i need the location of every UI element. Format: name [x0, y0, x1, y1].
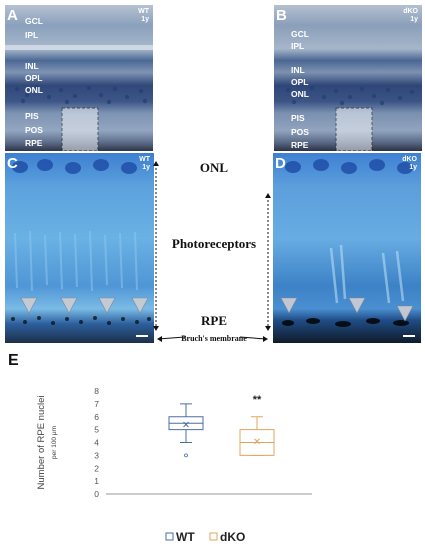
panel-a-image	[5, 5, 153, 151]
panel-b-layer-gcl: GCL	[291, 29, 309, 39]
y-axis-label: Number of RPE nuclei	[36, 396, 47, 490]
outlier-point	[184, 453, 188, 458]
bruchs-membrane-label: Bruch's membrane	[181, 334, 247, 343]
legend-label: WT	[176, 530, 195, 544]
panel-a-layer-opl: OPL	[25, 73, 43, 83]
panel-a-age: 1y	[141, 16, 149, 23]
panel-a-layer-inl: INL	[25, 61, 39, 71]
photoreceptors-label: Photoreceptors	[171, 236, 257, 251]
y-axis-unit: per 100 μm	[51, 426, 58, 459]
panel-b-layer-onl: ONL	[291, 89, 309, 99]
y-tick-label: 2	[94, 463, 99, 473]
panel-a-group: WT	[138, 8, 149, 15]
panel-d-arrowheads	[280, 297, 414, 322]
significance-marker: **	[253, 394, 262, 406]
panel-b-layer-pis: PIS	[291, 113, 305, 123]
onl-label: ONL	[199, 160, 229, 175]
panel-a-layer-pis: PIS	[25, 111, 39, 121]
panel-a-tag: WT 1y	[138, 8, 149, 24]
panel-a-letter: A	[7, 7, 18, 24]
panel-a-layer-onl: ONL	[25, 85, 43, 95]
y-tick-label: 5	[94, 425, 99, 435]
rpe-nuclei-boxplot: 0 1 2 3 4 5 6 7 8 Number of RPE nuclei per 100 μm *…	[36, 386, 312, 544]
panel-b-micrograph: B dKO 1y GCL IPL INL OPL ONL PIS POS RPE	[274, 5, 422, 151]
legend-swatch	[165, 532, 174, 541]
panel-b-age: 1y	[410, 16, 418, 23]
panel-c-tag: WT 1y	[139, 156, 150, 172]
panel-b-layer-ipl: IPL	[291, 41, 305, 51]
legend-label: dKO	[220, 530, 245, 544]
panel-d-tag: dKO 1y	[402, 156, 417, 172]
mean-marker	[254, 438, 260, 445]
panel-c-arrowheads	[20, 297, 149, 314]
panel-b-layer-pos: POS	[291, 127, 309, 137]
panel-a-micrograph: A WT 1y GCL IPL INL OPL ONL PIS POS RPE	[5, 5, 153, 151]
panel-b-group: dKO	[403, 8, 418, 15]
panel-c-image	[5, 153, 154, 343]
panel-d-age: 1y	[409, 164, 417, 171]
panel-c-micrograph: C WT 1y	[5, 153, 154, 343]
panel-a-layer-ipl: IPL	[25, 30, 39, 40]
panel-b-letter: B	[276, 7, 287, 24]
panel-a-layer-rpe: RPE	[25, 138, 43, 148]
panel-b-layer-inl: INL	[291, 65, 305, 75]
mean-marker	[183, 421, 189, 428]
panel-b-layer-rpe: RPE	[291, 140, 309, 150]
panel-c-group: WT	[139, 156, 150, 163]
panel-d-group: dKO	[402, 156, 417, 163]
rpe-label: RPE	[201, 313, 227, 328]
panel-c-age: 1y	[142, 164, 150, 171]
panel-b-tag: dKO 1y	[403, 8, 418, 24]
panel-a-layer-gcl: GCL	[25, 16, 43, 26]
panel-b-layer-opl: OPL	[291, 77, 309, 87]
panel-d-image	[273, 153, 421, 343]
panel-e-letter: E	[8, 352, 19, 369]
y-tick-label: 7	[94, 399, 99, 409]
panel-d-micrograph: D dKO 1y	[273, 153, 421, 343]
y-tick-label: 8	[94, 386, 99, 396]
y-tick-label: 0	[94, 489, 99, 499]
legend-swatch	[209, 532, 218, 541]
panel-c-letter: C	[7, 155, 18, 172]
panel-b-image	[274, 5, 422, 151]
panel-d-letter: D	[275, 155, 286, 172]
y-tick-label: 4	[94, 438, 99, 448]
y-tick-label: 3	[94, 450, 99, 460]
panel-a-layer-pos: POS	[25, 125, 43, 135]
y-tick-label: 6	[94, 412, 99, 422]
y-tick-label: 1	[94, 476, 99, 486]
